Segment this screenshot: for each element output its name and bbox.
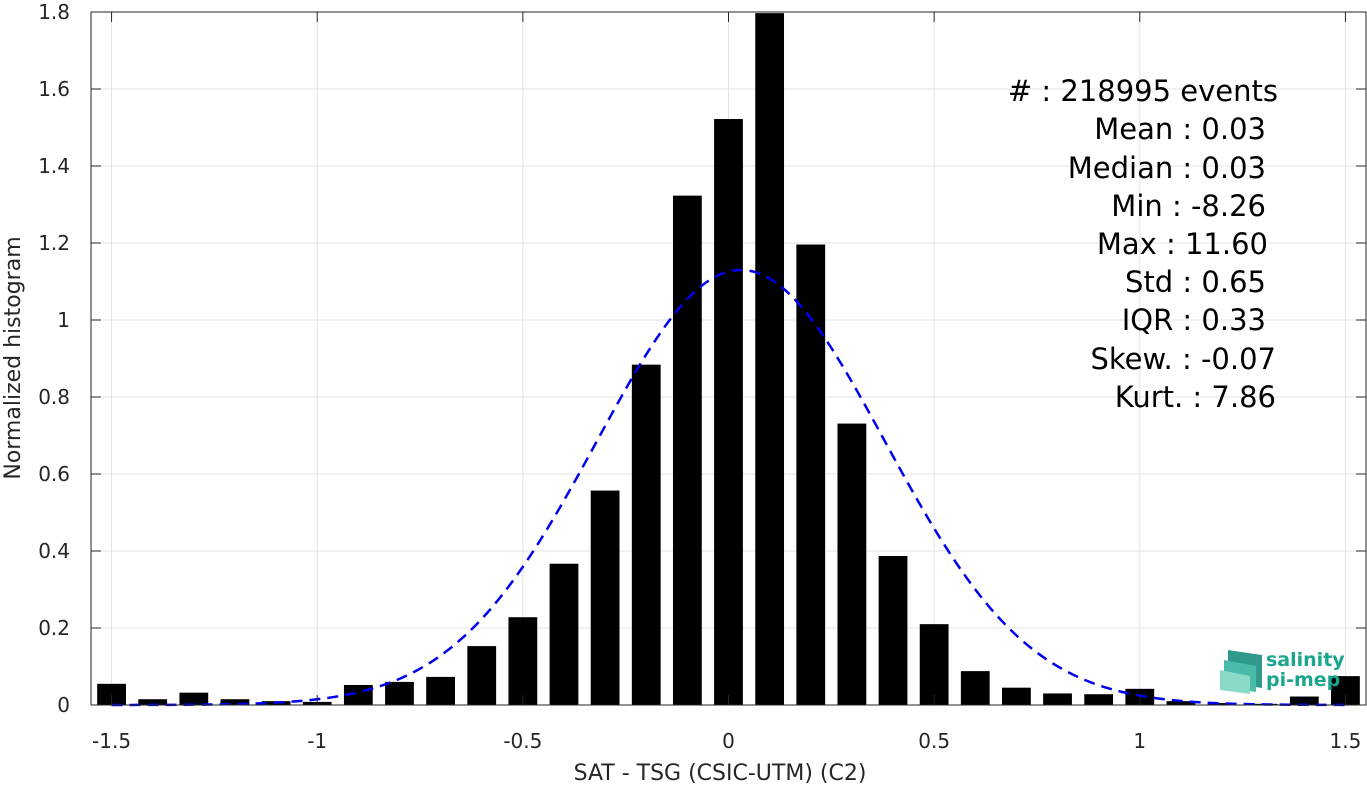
stat-max: Max : 11.60	[1097, 227, 1268, 261]
y-axis-ticks: 0 0.2 0.4 0.6 0.8 1 1.2 1.4 1.6 1.8	[38, 0, 1366, 717]
histogram-bar	[220, 699, 250, 705]
stats-panel: # : 218995 events Mean : 0.03 Median : 0…	[1008, 74, 1278, 414]
histogram-bar	[1084, 694, 1114, 705]
stat-median: Median : 0.03	[1068, 151, 1266, 185]
histogram-bar	[960, 671, 990, 705]
histogram-bar	[837, 423, 867, 705]
x-tick-label: 0.5	[918, 729, 950, 753]
histogram-bar	[755, 13, 785, 705]
histogram-bar	[138, 699, 168, 705]
histogram-bar	[672, 195, 702, 705]
histogram-bar	[796, 244, 826, 706]
histogram-bar	[631, 364, 661, 705]
x-tick-label: -1.5	[92, 729, 131, 753]
y-tick-label: 1.8	[38, 0, 70, 24]
x-tick-label: 0	[722, 729, 735, 753]
y-tick-label: 1.4	[38, 154, 70, 178]
histogram-bar	[714, 119, 743, 705]
salinity-pimep-logo: salinity pi-mep	[1220, 649, 1345, 694]
histogram-bar	[1289, 696, 1319, 705]
histogram-bar	[1043, 693, 1072, 705]
y-axis-label: Normalized histogram	[1, 236, 26, 479]
stat-mean: Mean : 0.03	[1094, 112, 1266, 146]
histogram-bar	[426, 676, 455, 705]
y-tick-label: 0.6	[38, 462, 70, 486]
histogram-bar	[919, 624, 949, 705]
y-tick-label: 1.6	[38, 77, 70, 101]
histogram-bar	[179, 692, 209, 705]
x-tick-label: 1	[1133, 729, 1146, 753]
histogram-bar	[1166, 701, 1196, 705]
stat-count: # : 218995 events	[1008, 74, 1278, 108]
y-tick-label: 1	[57, 308, 70, 332]
histogram-bars	[97, 13, 1360, 706]
x-tick-label: -0.5	[503, 729, 542, 753]
x-tick-label: -1	[307, 729, 327, 753]
histogram-bar	[385, 681, 414, 705]
stat-std: Std : 0.65	[1125, 265, 1266, 299]
x-tick-label: 1.5	[1330, 729, 1362, 753]
logo-text-salinity: salinity	[1266, 649, 1345, 671]
histogram-bar	[97, 683, 126, 705]
histogram-bar	[549, 563, 579, 705]
x-axis-label: SAT - TSG (CSIC-UTM) (C2)	[574, 761, 867, 785]
histogram-bar	[467, 646, 497, 705]
y-tick-label: 0.2	[38, 616, 70, 640]
histogram-bar	[1207, 703, 1237, 705]
stat-min: Min : -8.26	[1111, 189, 1266, 223]
histogram-bar	[590, 490, 620, 705]
stat-iqr: IQR : 0.33	[1122, 303, 1266, 337]
y-tick-label: 0	[57, 693, 70, 717]
y-tick-label: 0.4	[38, 539, 70, 563]
logo-text-pimep: pi-mep	[1266, 669, 1340, 691]
histogram-bar	[1002, 687, 1031, 705]
x-axis-ticks: -1.5 -1 -0.5 0 0.5 1 1.5	[92, 12, 1361, 753]
y-tick-label: 0.8	[38, 385, 70, 409]
histogram-bar	[878, 556, 908, 705]
wave-logo-icon	[1220, 650, 1262, 694]
y-tick-label: 1.2	[38, 231, 70, 255]
stat-skew: Skew. : -0.07	[1090, 342, 1276, 376]
stat-kurt: Kurt. : 7.86	[1115, 380, 1276, 414]
histogram-bar	[508, 617, 538, 705]
